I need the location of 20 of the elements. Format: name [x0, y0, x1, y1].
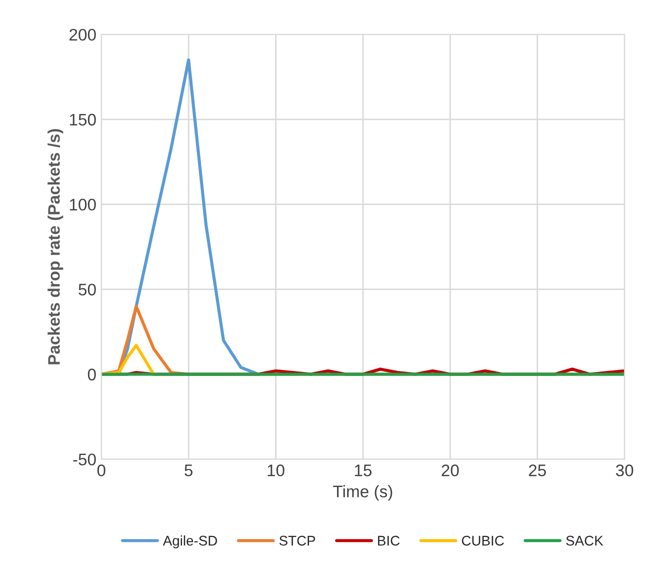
y-tick-label: 200 — [70, 28, 96, 41]
y-tick-label: 100 — [70, 198, 96, 211]
legend-label: SACK — [566, 536, 604, 546]
y-tick-label: 150 — [70, 114, 96, 126]
x-tick-label: 0 — [97, 464, 106, 476]
legend-label: STCP — [279, 536, 316, 546]
legend-label: CUBIC — [462, 536, 504, 546]
y-axis-title: Packets drop rate (Packets /s) — [48, 129, 64, 364]
x-tick-label: 15 — [354, 464, 372, 476]
x-tick-label: 10 — [268, 464, 284, 476]
x-tick-label: 25 — [528, 464, 546, 476]
x-tick-label: 30 — [616, 464, 634, 476]
legend-label: BIC — [378, 536, 400, 546]
y-tick-label: -50 — [73, 454, 96, 466]
x-tick-label: 20 — [442, 464, 459, 476]
x-axis-title: Time (s) — [333, 485, 392, 501]
y-tick-label: 50 — [78, 284, 96, 296]
x-tick-label: 5 — [184, 464, 193, 476]
legend-label: Agile-SD — [162, 535, 218, 548]
y-tick-label: 0 — [88, 368, 96, 380]
